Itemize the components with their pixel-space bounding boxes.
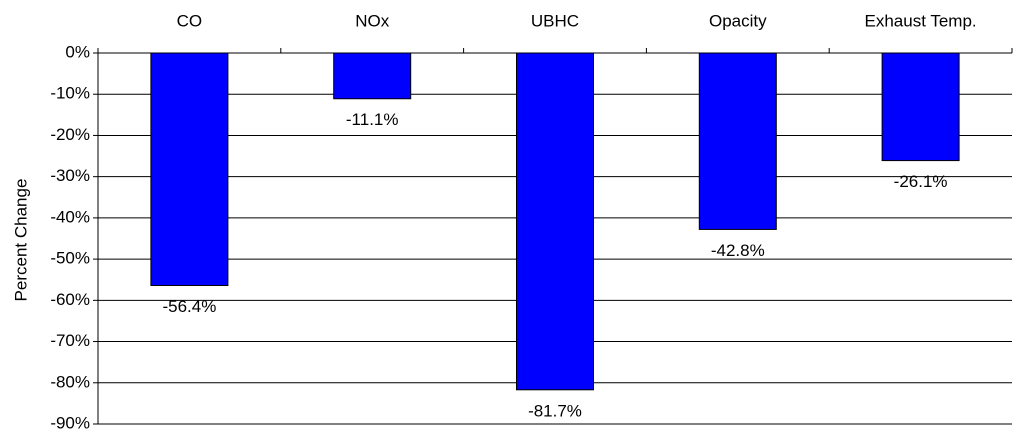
y-tick-label: -30% (50, 166, 90, 185)
bar (516, 52, 594, 391)
y-tick-label: -60% (50, 290, 90, 309)
y-tick-label: -40% (50, 207, 90, 226)
bar (333, 52, 412, 100)
value-label: -42.8% (711, 241, 765, 260)
y-tick-label: -20% (50, 125, 90, 144)
y-tick-label: -90% (50, 413, 90, 432)
y-tick-label: -80% (50, 372, 90, 391)
y-tick-label: -50% (50, 249, 90, 268)
y-tick-label: 0% (65, 42, 90, 61)
value-label: -26.1% (894, 172, 948, 191)
y-tick-label: -10% (50, 84, 90, 103)
x-tick-label: UBHC (531, 11, 579, 30)
bar (881, 52, 960, 162)
value-label: -11.1% (346, 110, 399, 129)
x-tick-label: CO (177, 11, 203, 30)
y-axis-title: Percent Change (11, 179, 30, 302)
y-tick-label: -70% (50, 331, 90, 350)
value-label: -81.7% (528, 401, 582, 420)
bar (150, 52, 229, 286)
x-tick-label: NOx (355, 11, 390, 30)
value-label: -56.4% (162, 297, 216, 316)
x-tick-label: Opacity (709, 11, 767, 30)
bar (698, 52, 777, 230)
x-tick-label: Exhaust Temp. (865, 11, 977, 30)
